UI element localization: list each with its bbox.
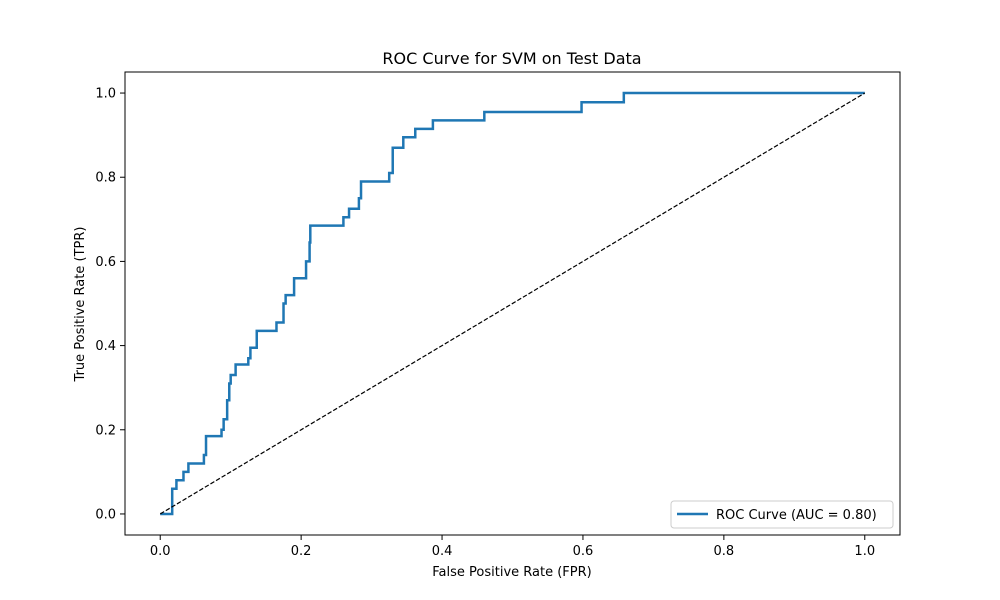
x-axis-label: False Positive Rate (FPR) bbox=[432, 565, 591, 580]
y-axis-ticks: 0.0 0.2 0.4 0.6 0.8 1.0 bbox=[95, 87, 125, 522]
x-tick-label: 0.6 bbox=[573, 544, 594, 559]
plot-area bbox=[159, 91, 866, 516]
y-tick-label: 0.6 bbox=[95, 255, 116, 270]
y-axis-label: True Positive Rate (TPR) bbox=[73, 227, 88, 383]
x-tick-label: 0.0 bbox=[150, 544, 171, 559]
y-tick-label: 1.0 bbox=[95, 87, 116, 102]
roc-curve-line bbox=[160, 91, 865, 516]
x-tick-label: 1.0 bbox=[854, 544, 875, 559]
x-tick-label: 0.8 bbox=[714, 544, 735, 559]
legend-label: ROC Curve (AUC = 0.80) bbox=[716, 508, 877, 523]
chart-title: ROC Curve for SVM on Test Data bbox=[382, 49, 641, 68]
y-tick-label: 0.4 bbox=[95, 339, 116, 354]
plot-frame bbox=[124, 71, 901, 536]
y-tick-label: 0.8 bbox=[95, 171, 116, 186]
x-axis-ticks: 0.0 0.2 0.4 0.6 0.8 1.0 bbox=[150, 535, 875, 559]
x-tick-label: 0.4 bbox=[432, 544, 453, 559]
y-tick-label: 0.2 bbox=[95, 423, 116, 438]
diagonal-reference-line bbox=[159, 92, 866, 515]
legend-box bbox=[670, 500, 894, 529]
x-tick-label: 0.2 bbox=[291, 544, 312, 559]
y-tick-label: 0.0 bbox=[95, 507, 116, 522]
legend: ROC Curve (AUC = 0.80) bbox=[670, 500, 894, 529]
